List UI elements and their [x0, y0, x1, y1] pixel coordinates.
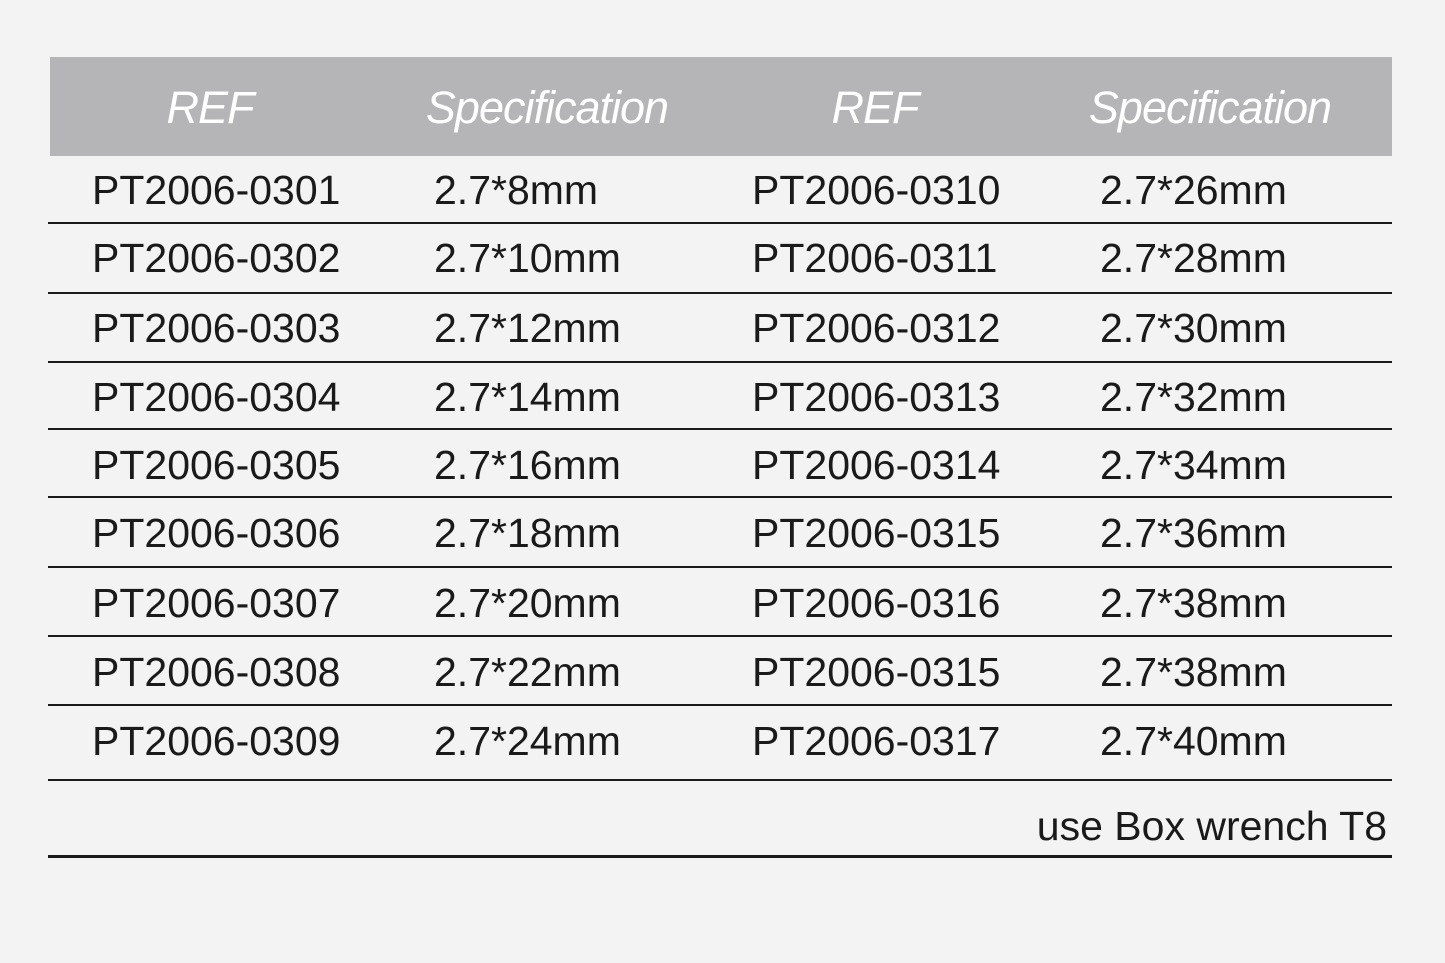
- ref-cell: PT2006-0307: [92, 580, 341, 626]
- ref-cell: PT2006-0311: [752, 235, 998, 281]
- header-ref-1: REF: [166, 82, 255, 133]
- row-divider: [48, 496, 1392, 498]
- ref-cell: PT2006-0310: [752, 167, 1001, 213]
- ref-cell: PT2006-0312: [752, 305, 1001, 351]
- specification-cell: 2.7*14mm: [434, 374, 621, 420]
- row-divider: [48, 704, 1392, 706]
- row-divider: [48, 361, 1392, 363]
- row-divider: [48, 428, 1392, 430]
- ref-cell: PT2006-0315: [752, 510, 1001, 556]
- table-row: PT2006-0309 2.7*24mm PT2006-0317 2.7*40mm: [0, 707, 1445, 776]
- ref-cell: PT2006-0313: [752, 374, 1001, 420]
- table-row: PT2006-0308 2.7*22mm PT2006-0315 2.7*38mm: [0, 638, 1445, 707]
- table-row: PT2006-0306 2.7*18mm PT2006-0315 2.7*36mm: [0, 499, 1445, 568]
- ref-cell: PT2006-0309: [92, 718, 341, 764]
- table-row: PT2006-0304 2.7*14mm PT2006-0313 2.7*32mm: [0, 363, 1445, 432]
- specification-cell: 2.7*8mm: [434, 167, 599, 213]
- row-divider: [48, 635, 1392, 637]
- specification-cell: 2.7*28mm: [1100, 235, 1287, 281]
- footer-divider: [48, 855, 1392, 858]
- specification-cell: 2.7*40mm: [1100, 718, 1287, 764]
- ref-cell: PT2006-0304: [92, 374, 341, 420]
- ref-cell: PT2006-0302: [92, 235, 341, 281]
- ref-cell: PT2006-0308: [92, 649, 341, 695]
- ref-cell: PT2006-0316: [752, 580, 1001, 626]
- header-specification-2: Specification: [1088, 82, 1332, 133]
- row-divider: [48, 222, 1392, 224]
- specification-cell: 2.7*34mm: [1100, 442, 1287, 488]
- footer-note: use Box wrench T8: [1036, 803, 1387, 849]
- specification-cell: 2.7*38mm: [1100, 580, 1287, 626]
- ref-cell: PT2006-0305: [92, 442, 341, 488]
- specification-cell: 2.7*32mm: [1100, 374, 1287, 420]
- table-row: PT2006-0303 2.7*12mm PT2006-0312 2.7*30mm: [0, 294, 1445, 363]
- table-row: PT2006-0305 2.7*16mm PT2006-0314 2.7*34mm: [0, 431, 1445, 500]
- ref-cell: PT2006-0315: [752, 649, 1001, 695]
- specification-cell: 2.7*38mm: [1100, 649, 1287, 695]
- table-row: PT2006-0301 2.7*8mm PT2006-0310 2.7*26mm: [0, 156, 1445, 225]
- ref-cell: PT2006-0314: [752, 442, 1001, 488]
- row-divider: [48, 779, 1392, 781]
- specification-cell: 2.7*30mm: [1100, 305, 1287, 351]
- specification-cell: 2.7*24mm: [434, 718, 621, 764]
- ref-cell: PT2006-0301: [92, 167, 341, 213]
- specification-cell: 2.7*12mm: [434, 305, 621, 351]
- ref-cell: PT2006-0303: [92, 305, 341, 351]
- specification-cell: 2.7*16mm: [434, 442, 621, 488]
- ref-cell: PT2006-0317: [752, 718, 1001, 764]
- specification-cell: 2.7*22mm: [434, 649, 621, 695]
- row-divider: [48, 292, 1392, 294]
- table-header: REF Specification REF Specification: [50, 57, 1392, 156]
- ref-cell: PT2006-0306: [92, 510, 341, 556]
- specification-cell: 2.7*18mm: [434, 510, 621, 556]
- row-divider: [48, 566, 1392, 568]
- specification-cell: 2.7*20mm: [434, 580, 621, 626]
- table-row: PT2006-0302 2.7*10mm PT2006-0311 2.7*28mm: [0, 224, 1445, 293]
- specification-cell: 2.7*26mm: [1100, 167, 1287, 213]
- header-specification-1: Specification: [425, 82, 669, 133]
- specification-cell: 2.7*36mm: [1100, 510, 1287, 556]
- table-row: PT2006-0307 2.7*20mm PT2006-0316 2.7*38mm: [0, 569, 1445, 638]
- specification-cell: 2.7*10mm: [434, 235, 621, 281]
- header-ref-2: REF: [831, 82, 920, 133]
